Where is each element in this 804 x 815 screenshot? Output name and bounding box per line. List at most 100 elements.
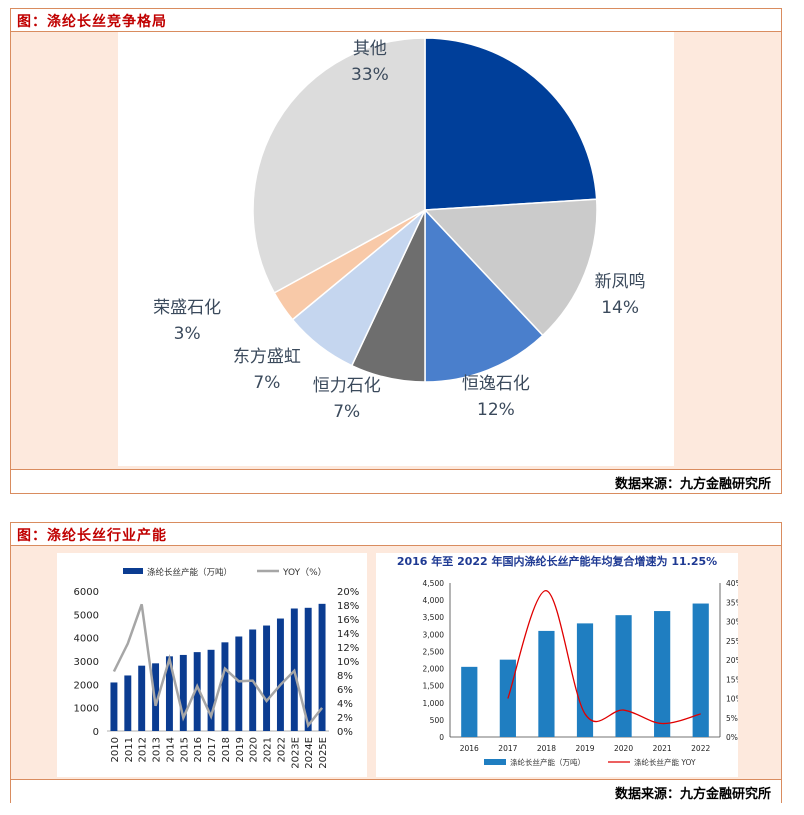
pie-chart: 桐昆股份24%新凤鸣14%恒逸石化12%恒力石化7%东方盛虹7%荣盛石化3%其他… (153, 0, 658, 422)
y-tick-left: 3000 (74, 657, 99, 668)
x-tick: 2016 (460, 744, 479, 753)
pie-value-label: 33% (351, 65, 389, 85)
y-tick-left: 2,500 (423, 647, 445, 656)
y-tick-left: 2,000 (423, 665, 445, 674)
y-tick-left: 4000 (74, 634, 99, 645)
y-tick-left: 3,500 (423, 613, 445, 622)
legend-swatch-capacity (484, 759, 506, 765)
legend-label-capacity: 涤纶长丝产能（万吨） (147, 567, 232, 578)
pie-label: 荣盛石化 (153, 298, 221, 318)
pie-slice (424, 37, 598, 211)
pie-label: 新凤鸣 (595, 272, 646, 292)
y-tick-right: 20% (337, 587, 359, 598)
pie-slice (424, 208, 544, 383)
cagr-chart-area: 2016 年至 2022 年国内涤纶长丝产能年均复合增速为 11.25% 0 500… (376, 553, 743, 777)
cagr-chart: 2016 年至 2022 年国内涤纶长丝产能年均复合增速为 11.25% 0 500… (397, 554, 743, 767)
yoy-line (507, 590, 701, 725)
panel-footer: 数据来源：九方金融研究所 (11, 779, 781, 803)
panel-title: 图：涤纶长丝行业产能 (17, 528, 167, 544)
x-tick: 2021 (653, 744, 672, 753)
pie-value-label: 14% (601, 298, 639, 318)
source-note: 数据来源：九方金融研究所 (614, 787, 771, 802)
capacity-bar (654, 611, 671, 737)
capacity-bar (304, 607, 312, 731)
y-tick-right: 16% (337, 615, 359, 626)
pie-slice (423, 198, 598, 337)
capacity-bar (193, 652, 201, 731)
yoy-line (112, 603, 324, 729)
panel-title-bar: 图：涤纶长丝行业产能 (11, 523, 781, 546)
capacity-bar (124, 675, 132, 731)
pie-slice (252, 37, 426, 294)
legend-label-yoy: YOY（%） (282, 567, 327, 578)
capacity-bar (207, 649, 215, 731)
x-tick: 2023E (290, 737, 301, 769)
source-note: 数据来源：九方金融研究所 (614, 477, 771, 492)
capacity-bar (221, 642, 229, 731)
y-tick-left: 3,000 (423, 630, 445, 639)
panel-title: 图：涤纶长丝竞争格局 (17, 14, 167, 30)
capacity-bar (179, 654, 187, 731)
capacity-chart-area: 涤纶长丝产能（万吨） YOY（%） 0 1000 2000 3000 4000 5000 600… (57, 553, 367, 777)
y-tick-right: 35% (726, 598, 738, 607)
pie-label: 东方盛虹 (233, 347, 301, 367)
x-tick: 2012 (138, 737, 149, 762)
pie-label: 恒力石化 (313, 376, 381, 396)
y-tick-left: 4,000 (423, 596, 445, 605)
y-tick-left: 500 (430, 716, 445, 725)
capacity-bar (538, 630, 555, 737)
capacity-bar (110, 682, 118, 731)
capacity-bar (692, 603, 709, 737)
capacity-bar (263, 625, 271, 731)
y-tick-right: 25% (726, 637, 738, 646)
pie-value-label: 7% (333, 402, 360, 422)
x-tick: 2017 (498, 744, 517, 753)
legend-swatch-capacity (123, 568, 143, 574)
x-tick: 2011 (124, 737, 135, 762)
x-tick: 2015 (179, 737, 190, 762)
pie-value-label: 3% (174, 324, 201, 344)
y-tick-left: 2000 (74, 680, 99, 691)
pie-label: 其他 (353, 39, 387, 59)
capacity-bar (138, 665, 146, 731)
y-tick-right: 12% (337, 643, 359, 654)
capacity-bar (276, 618, 284, 731)
y-tick-right: 30% (726, 618, 738, 627)
x-tick: 2019 (235, 737, 246, 762)
y-tick-right: 18% (337, 601, 359, 612)
y-tick-right: 10% (337, 657, 359, 668)
y-tick-right: 5% (726, 714, 738, 723)
y-tick-right: 10% (726, 695, 738, 704)
y-tick-left: 5000 (74, 610, 99, 621)
capacity-bar (576, 623, 594, 737)
y-tick-right: 8% (337, 671, 353, 682)
x-tick: 2014 (165, 737, 176, 762)
panel-footer: 数据来源：九方金融研究所 (11, 469, 781, 493)
capacity-chart: 涤纶长丝产能（万吨） YOY（%） 0 1000 2000 3000 4000 5000 600… (74, 567, 360, 769)
x-tick: 2013 (152, 737, 163, 762)
capacity-bar (461, 666, 478, 737)
pie-label: 恒逸石化 (462, 374, 530, 394)
y-tick-left: 1000 (74, 704, 99, 715)
x-tick: 2021 (263, 737, 274, 762)
y-tick-right: 2% (337, 713, 353, 724)
y-tick-right: 20% (726, 656, 738, 665)
y-tick-left: 6000 (74, 587, 99, 598)
y-tick-left: 1,000 (423, 699, 445, 708)
y-tick-left: 0 (439, 733, 444, 742)
y-tick-left: 0 (93, 727, 99, 738)
y-tick-right: 6% (337, 685, 353, 696)
y-tick-right: 0% (337, 727, 353, 738)
x-tick: 2020 (614, 744, 633, 753)
pie-value-label: 24% (605, 32, 643, 33)
y-tick-right: 4% (337, 699, 353, 710)
capacity-bar (615, 615, 632, 737)
pie-value-label: 12% (477, 400, 515, 420)
x-tick: 2018 (221, 737, 232, 762)
x-tick: 2019 (575, 744, 594, 753)
chart-title: 2016 年至 2022 年国内涤纶长丝产能年均复合增速为 11.25% (397, 554, 717, 568)
y-tick-right: 40% (726, 579, 738, 588)
y-tick-right: 14% (337, 629, 359, 640)
panel-capacity: 图：涤纶长丝行业产能 涤纶长丝产能（万吨） YOY（%） 0 1000 2000 3000… (10, 522, 782, 803)
x-tick: 2010 (110, 737, 121, 762)
